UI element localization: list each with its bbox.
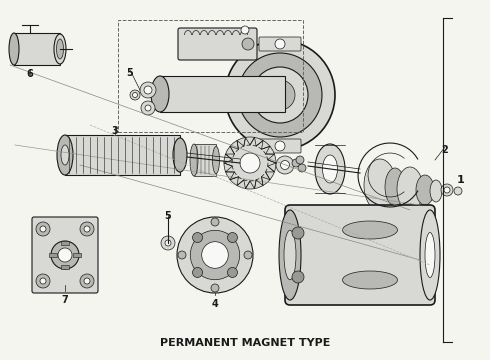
Ellipse shape: [130, 90, 140, 100]
Text: 1: 1: [456, 175, 464, 185]
Text: 4: 4: [212, 299, 219, 309]
Circle shape: [177, 217, 253, 293]
Bar: [194, 144, 216, 176]
Circle shape: [178, 251, 186, 259]
Ellipse shape: [190, 144, 198, 176]
Circle shape: [36, 274, 50, 288]
Circle shape: [202, 242, 228, 268]
Circle shape: [227, 267, 238, 278]
Circle shape: [84, 226, 90, 232]
Ellipse shape: [140, 82, 156, 98]
Circle shape: [161, 236, 175, 250]
Circle shape: [244, 251, 252, 259]
Circle shape: [40, 226, 46, 232]
Ellipse shape: [322, 155, 338, 183]
Circle shape: [51, 241, 79, 269]
Circle shape: [238, 53, 322, 137]
Circle shape: [225, 40, 335, 150]
Text: 2: 2: [441, 145, 448, 155]
Circle shape: [241, 26, 249, 34]
Text: 5: 5: [165, 211, 172, 221]
FancyBboxPatch shape: [285, 205, 435, 305]
FancyBboxPatch shape: [32, 217, 98, 293]
Circle shape: [265, 80, 295, 110]
Circle shape: [296, 156, 304, 164]
Ellipse shape: [213, 147, 220, 174]
Ellipse shape: [276, 156, 294, 174]
FancyBboxPatch shape: [178, 28, 257, 60]
Circle shape: [454, 187, 462, 195]
Ellipse shape: [9, 33, 19, 65]
Circle shape: [58, 248, 72, 262]
Circle shape: [80, 274, 94, 288]
Circle shape: [211, 218, 219, 226]
Bar: [14, 33, 60, 65]
Ellipse shape: [57, 135, 73, 175]
Ellipse shape: [144, 86, 152, 94]
Ellipse shape: [54, 34, 66, 64]
Circle shape: [240, 153, 260, 173]
Circle shape: [224, 137, 276, 189]
Ellipse shape: [61, 145, 69, 165]
Circle shape: [40, 278, 46, 284]
Circle shape: [193, 267, 202, 278]
Circle shape: [145, 105, 151, 111]
Circle shape: [190, 230, 240, 280]
Ellipse shape: [397, 167, 423, 211]
Circle shape: [84, 278, 90, 284]
Bar: [65, 135, 180, 175]
Ellipse shape: [56, 39, 64, 59]
Ellipse shape: [420, 210, 440, 300]
Circle shape: [211, 284, 219, 292]
Ellipse shape: [385, 168, 405, 206]
Circle shape: [141, 101, 155, 115]
Text: PERMANENT MAGNET TYPE: PERMANENT MAGNET TYPE: [160, 338, 330, 348]
Ellipse shape: [151, 76, 169, 112]
Text: 3: 3: [112, 126, 119, 136]
Ellipse shape: [430, 180, 442, 202]
Circle shape: [444, 187, 450, 193]
Bar: [61, 241, 69, 245]
Circle shape: [298, 164, 306, 172]
Circle shape: [275, 39, 285, 49]
Circle shape: [292, 271, 304, 283]
Ellipse shape: [343, 221, 397, 239]
Circle shape: [292, 227, 304, 239]
Text: 7: 7: [62, 295, 69, 305]
Circle shape: [242, 38, 254, 50]
Circle shape: [252, 67, 308, 123]
Bar: [61, 265, 69, 269]
Ellipse shape: [425, 233, 435, 278]
Ellipse shape: [416, 175, 434, 205]
Circle shape: [165, 240, 171, 246]
Ellipse shape: [173, 138, 187, 172]
Ellipse shape: [279, 210, 301, 300]
Circle shape: [441, 184, 453, 196]
Ellipse shape: [132, 93, 138, 98]
Circle shape: [80, 222, 94, 236]
Text: 5: 5: [126, 68, 133, 78]
Ellipse shape: [343, 271, 397, 289]
Bar: [49, 253, 57, 257]
Bar: [118, 20, 303, 132]
Ellipse shape: [280, 161, 290, 170]
Bar: [160, 76, 285, 112]
Bar: [73, 253, 81, 257]
Circle shape: [275, 141, 285, 151]
FancyBboxPatch shape: [259, 37, 301, 51]
Ellipse shape: [284, 230, 296, 280]
Circle shape: [227, 233, 238, 243]
Circle shape: [292, 159, 300, 167]
Ellipse shape: [315, 144, 345, 194]
FancyBboxPatch shape: [259, 139, 301, 153]
Ellipse shape: [364, 159, 396, 211]
Text: 6: 6: [26, 69, 33, 79]
Circle shape: [36, 222, 50, 236]
Circle shape: [193, 233, 202, 243]
